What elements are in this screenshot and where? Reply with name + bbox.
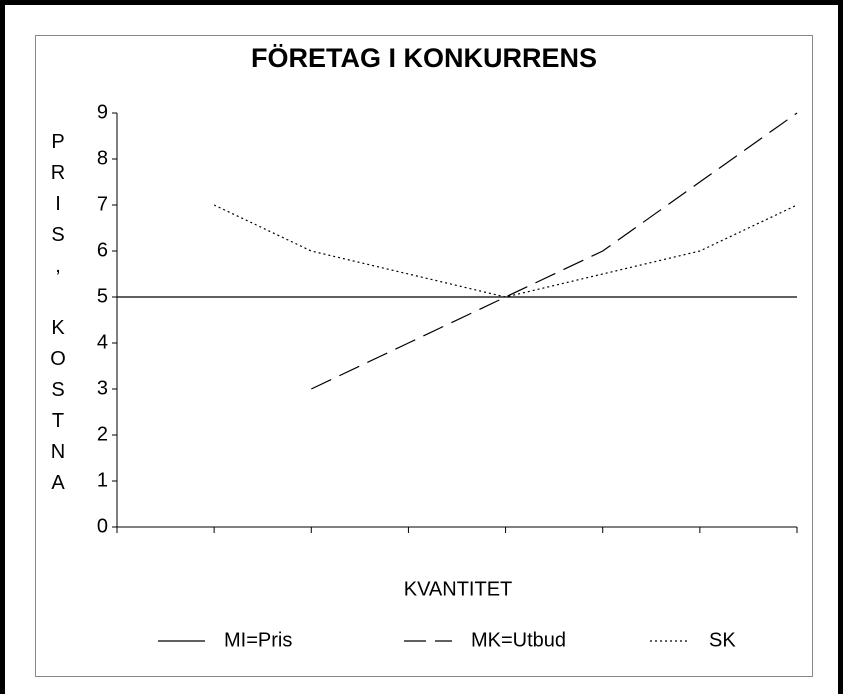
y-tick-label: 8 [97, 147, 108, 169]
legend-label: MI=Pris [224, 629, 292, 651]
y-tick-label: 4 [97, 331, 108, 353]
y-tick-label: 1 [97, 469, 108, 491]
legend-label: SK [709, 629, 736, 651]
chart-title: FÖRETAG I KONKURRENS [251, 43, 597, 73]
plot-frame [35, 35, 813, 677]
y-tick-label: 3 [97, 377, 108, 399]
y-tick-label: 5 [97, 285, 108, 307]
y-tick-label: 0 [97, 515, 108, 537]
legend-label: MK=Utbud [471, 629, 566, 651]
y-tick-label: 2 [97, 423, 108, 445]
x-axis-label: KVANTITET [404, 578, 513, 600]
y-tick-label: 6 [97, 239, 108, 261]
series-line [311, 112, 798, 390]
y-tick-label: 9 [97, 101, 108, 123]
series-line [213, 204, 798, 298]
y-tick-label: 7 [97, 193, 108, 215]
